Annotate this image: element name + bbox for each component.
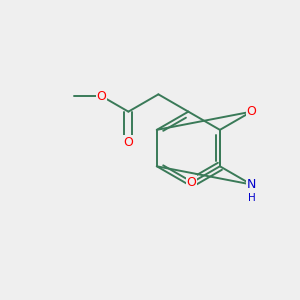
Text: O: O [247, 105, 256, 118]
Text: H: H [248, 194, 255, 203]
Text: O: O [187, 176, 196, 189]
Text: O: O [97, 90, 106, 103]
Text: N: N [247, 178, 256, 191]
Text: O: O [124, 136, 133, 149]
